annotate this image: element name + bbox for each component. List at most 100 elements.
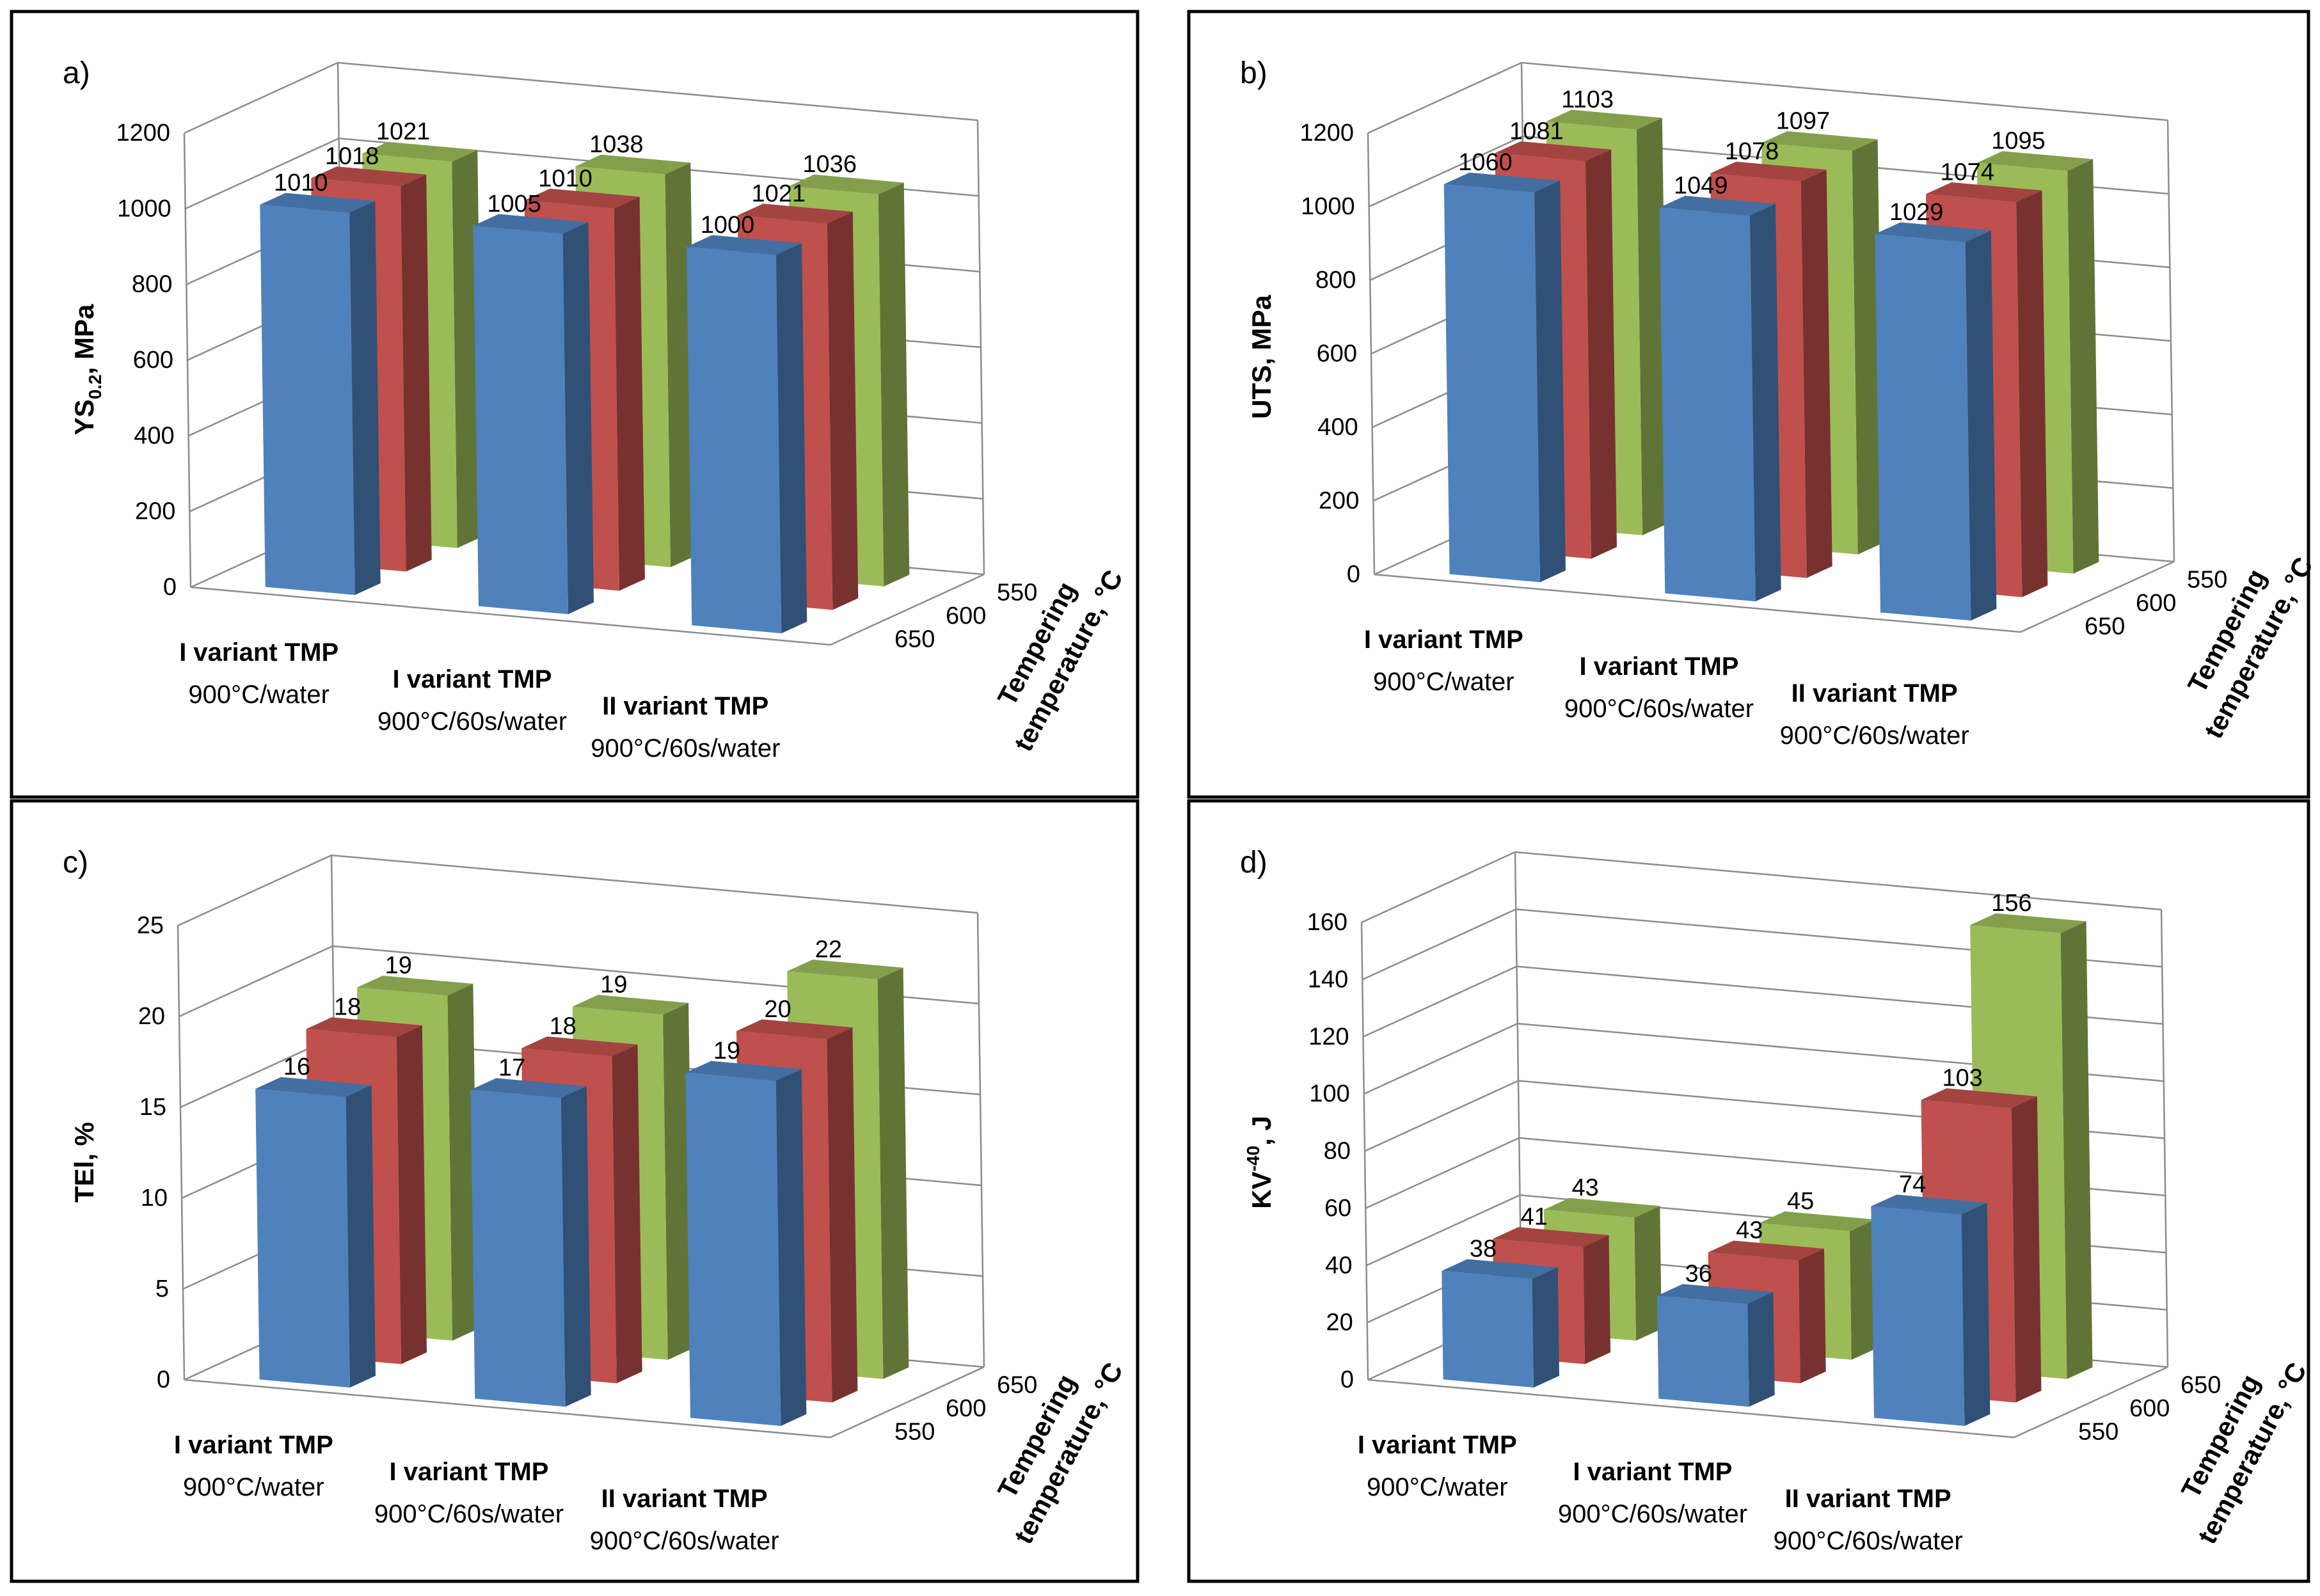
bar-blue-2: [470, 1078, 591, 1407]
bar-side-face: [346, 1085, 376, 1388]
bars: [260, 141, 910, 634]
data-label: 1005: [487, 191, 541, 217]
data-label: 38: [1470, 1236, 1497, 1263]
y-title-rest: , MPa: [69, 304, 99, 374]
category-label-line1: I variant TMP: [393, 665, 552, 693]
category-label-line2: 900°C/water: [183, 1473, 324, 1501]
category-label-line1: II variant TMP: [601, 1485, 768, 1513]
bar-side-face: [2011, 1096, 2042, 1403]
bar-top-face: [1543, 1197, 1660, 1218]
bar-top-face: [306, 1017, 422, 1038]
bar-side-face: [1849, 1219, 1877, 1360]
wall-edge: [183, 132, 192, 588]
data-label: 1097: [1776, 107, 1831, 134]
bar-side-face: [877, 967, 909, 1379]
category-label-line1: II variant TMP: [1792, 679, 1958, 707]
data-label: 1010: [274, 170, 328, 196]
bar-side-face: [560, 1086, 591, 1407]
depth-tick-label: 650: [2181, 1371, 2221, 1398]
y-tick-label: 5: [155, 1276, 169, 1302]
y-title-main: UTS, MPa: [1246, 295, 1276, 419]
bar-top-face: [572, 995, 689, 1015]
bar-blue-1: [1442, 1259, 1559, 1388]
bar-top-face: [1759, 1211, 1875, 1231]
y-tick-label: 600: [133, 347, 173, 374]
bar-blue-3: [687, 235, 807, 634]
depth-tick-label: 650: [894, 626, 935, 653]
panel-frame: [1187, 10, 2310, 799]
y-tick-label: 1000: [117, 195, 171, 222]
depth-tick-label: 550: [997, 579, 1037, 606]
y-tick-label: 600: [1317, 340, 1357, 367]
gridline: [1367, 61, 2168, 134]
bar-top-face: [362, 141, 478, 162]
category-label-line1: II variant TMP: [1785, 1485, 1951, 1513]
panel-label: c): [63, 846, 88, 880]
bar-top-face: [1493, 1227, 1609, 1247]
category-label-line2: 900°C/60s/water: [377, 707, 567, 736]
data-label: 1078: [1725, 138, 1779, 165]
data-label: 18: [334, 994, 361, 1021]
bar-side-face: [396, 1025, 427, 1364]
wall-edge: [2160, 909, 2169, 1368]
y-tick-label: 1000: [1301, 193, 1355, 220]
data-label: 1018: [325, 143, 379, 170]
y-tick-label: 15: [139, 1094, 166, 1121]
bar-front-face: [1875, 233, 1971, 621]
depth-tick-label: 650: [2085, 613, 2125, 640]
bar-front-face: [1871, 1206, 1965, 1426]
bar-top-face: [357, 976, 473, 996]
y-tick-label: 0: [1347, 561, 1360, 588]
y-tick-label: 1200: [116, 120, 170, 146]
bar-top-face: [260, 193, 376, 213]
data-label: 45: [1787, 1188, 1814, 1215]
bar-top-face: [1443, 172, 1561, 193]
wall-edge: [976, 912, 985, 1368]
y-tick-label: 200: [1319, 487, 1359, 514]
bar-blue-2: [1659, 196, 1781, 602]
category-label-line1: I variant TMP: [179, 638, 338, 667]
data-label: 43: [1736, 1217, 1763, 1244]
y-tick-label: 80: [1324, 1138, 1351, 1165]
bar-top-face: [311, 166, 427, 187]
bar-blue-3: [1875, 222, 1997, 621]
floor-edge: [190, 573, 985, 646]
bar-blue-2: [1657, 1284, 1775, 1407]
bar-side-face: [827, 1027, 858, 1403]
bar-side-face: [878, 182, 910, 587]
floor-edge: [184, 1366, 985, 1439]
panel-frame: [10, 799, 1140, 1583]
bar-side-face: [776, 243, 807, 634]
depth-ticks: 550 600 650: [894, 1371, 1037, 1445]
bar-side-face: [1532, 1267, 1559, 1388]
gridline: [177, 854, 978, 927]
data-label: 20: [765, 996, 791, 1023]
data-label: 1036: [802, 151, 857, 178]
data-label: 1049: [1674, 172, 1728, 199]
data-label: 43: [1572, 1174, 1599, 1201]
bars: [1442, 913, 2093, 1426]
y-title-sup: -40: [1243, 1146, 1263, 1171]
bar-top-face: [1976, 151, 2094, 171]
depth-ticks: 650 600 550: [894, 579, 1037, 652]
data-label: 1010: [538, 165, 592, 192]
bar-side-face: [1965, 230, 1997, 621]
bar-side-face: [1961, 1203, 1990, 1426]
category-label-line2: 900°C/60s/water: [1558, 1500, 1747, 1528]
category-labels: I variant TMP 900°C/water I variant TMP 900…: [1358, 1431, 1963, 1555]
y-title-main: TEl, %: [69, 1122, 99, 1203]
wall-edge: [177, 925, 186, 1380]
chart-panel-2: 0 200 400 600 800 1000 1200 1103 1097 1095 1081 107…: [1187, 10, 2319, 799]
y-tick-label: 140: [1308, 966, 1348, 993]
y-title-main: KV: [1246, 1171, 1276, 1208]
data-label: 16: [283, 1054, 310, 1080]
data-labels: 1103 1097 1095 1081 1078 1074 1060 1049 1029: [1458, 86, 2046, 226]
bar-front-face: [685, 1072, 781, 1426]
bar-top-face: [1871, 1194, 1987, 1215]
y-tick-label: 20: [138, 1003, 165, 1030]
bar-side-face: [562, 222, 594, 615]
y-tick-label: 400: [1317, 414, 1358, 441]
data-label: 1081: [1509, 118, 1564, 145]
